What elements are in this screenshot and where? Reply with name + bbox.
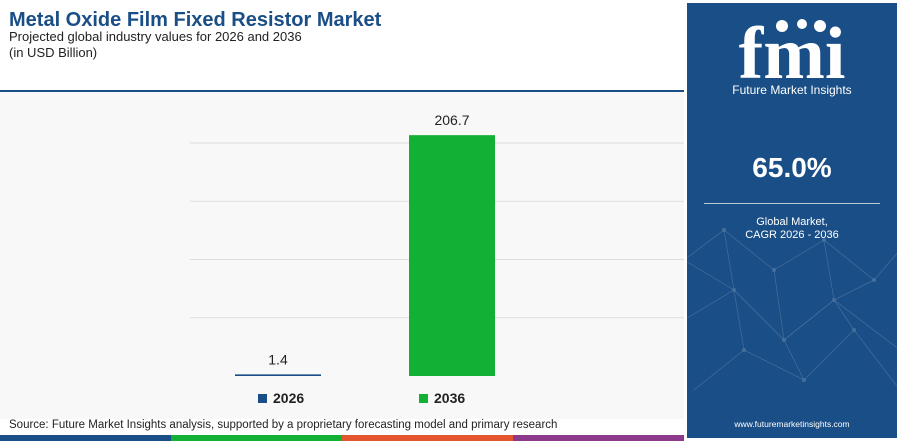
chart-header: Metal Oxide Film Fixed Resistor Market P… bbox=[0, 0, 684, 92]
bottom-bar-segment bbox=[342, 435, 513, 441]
bottom-bar-segment bbox=[171, 435, 342, 441]
legend-swatch-2036 bbox=[419, 393, 428, 403]
fmi-logo: fmi bbox=[739, 13, 846, 95]
panel-border bbox=[684, 0, 900, 441]
chart-title: Metal Oxide Film Fixed Resistor Market bbox=[9, 9, 382, 31]
logo-tagline: Future Market Insights bbox=[732, 83, 852, 97]
data-label-2026: 1.4 bbox=[268, 351, 288, 367]
network-pattern bbox=[684, 228, 900, 391]
cagr-label-market: Global Market, bbox=[756, 216, 828, 228]
legend-label-2026: 2026 bbox=[273, 390, 305, 406]
chart-unit: (in USD Billion) bbox=[9, 45, 98, 60]
website-link[interactable]: www.futuremarketinsights.com bbox=[734, 419, 850, 429]
summary-panel: fmi Future Market Insights 65.0% Global … bbox=[684, 0, 900, 441]
legend-item-2036: 2036 bbox=[419, 390, 465, 406]
legend-swatch-2026 bbox=[258, 393, 267, 403]
bar-2036 bbox=[409, 135, 495, 376]
logo-lettering: fmi bbox=[739, 13, 846, 95]
legend-item-2026: 2026 bbox=[258, 390, 304, 406]
plot-area: 1.4 206.7 bbox=[0, 92, 684, 419]
bottom-color-bar bbox=[0, 435, 684, 441]
source-note: Source: Future Market Insights analysis,… bbox=[9, 419, 558, 431]
legend-label-2036: 2036 bbox=[434, 390, 466, 406]
header-divider bbox=[0, 90, 684, 92]
cagr-label-period: CAGR 2026 - 2036 bbox=[745, 229, 839, 241]
bar-chart: 1.4 206.7 bbox=[190, 112, 684, 376]
bottom-bar-segment bbox=[513, 435, 684, 441]
panel-divider bbox=[704, 203, 880, 204]
cagr-value: 65.0% bbox=[752, 152, 832, 183]
bottom-bar-segment bbox=[0, 435, 171, 441]
bar-2026 bbox=[235, 374, 321, 376]
data-label-2036: 206.7 bbox=[434, 112, 469, 128]
chart-subtitle: Projected global industry values for 202… bbox=[9, 29, 302, 44]
